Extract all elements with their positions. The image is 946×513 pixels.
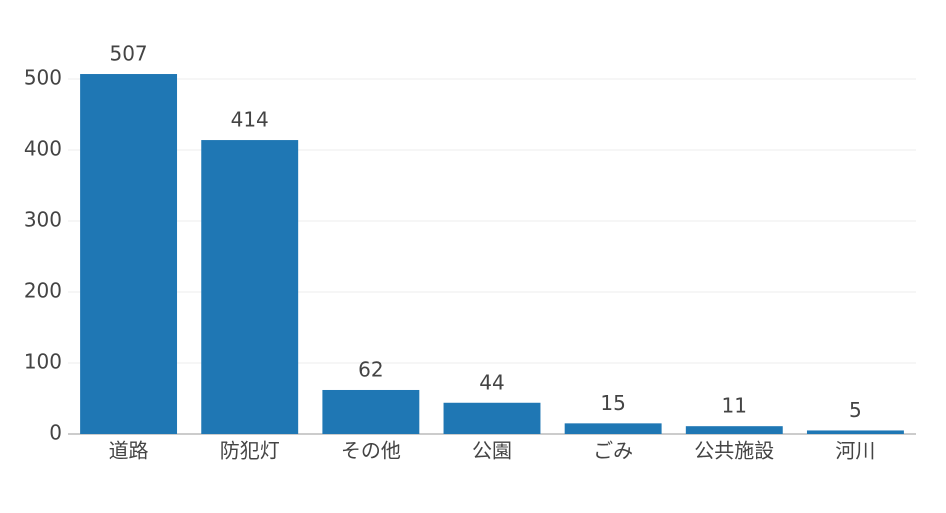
x-tick-label: 公共施設 [694, 439, 774, 463]
x-tick-label: 河川 [835, 439, 875, 463]
y-tick-label: 0 [49, 421, 62, 445]
value-label: 11 [722, 394, 747, 418]
value-label: 15 [600, 391, 625, 415]
x-tick-label: ごみ [593, 439, 633, 463]
bar [685, 426, 783, 434]
x-tick-label: その他 [341, 439, 401, 463]
value-label: 414 [231, 108, 269, 132]
y-tick-label: 400 [24, 137, 62, 161]
bar [443, 402, 541, 434]
bar [201, 140, 299, 434]
x-tick-label: 公園 [472, 439, 512, 463]
value-label: 507 [109, 42, 147, 66]
value-label: 5 [849, 398, 862, 422]
x-tick-label: 防犯灯 [220, 439, 280, 463]
x-tick-label: 道路 [109, 439, 149, 463]
bar [322, 389, 420, 434]
value-label: 62 [358, 357, 383, 381]
bar [80, 74, 178, 434]
y-tick-label: 300 [24, 208, 62, 232]
bar [564, 423, 662, 434]
bar [806, 430, 904, 434]
y-tick-label: 100 [24, 350, 62, 374]
value-label: 44 [479, 370, 504, 394]
y-tick-label: 200 [24, 279, 62, 303]
y-tick-label: 500 [24, 66, 62, 90]
